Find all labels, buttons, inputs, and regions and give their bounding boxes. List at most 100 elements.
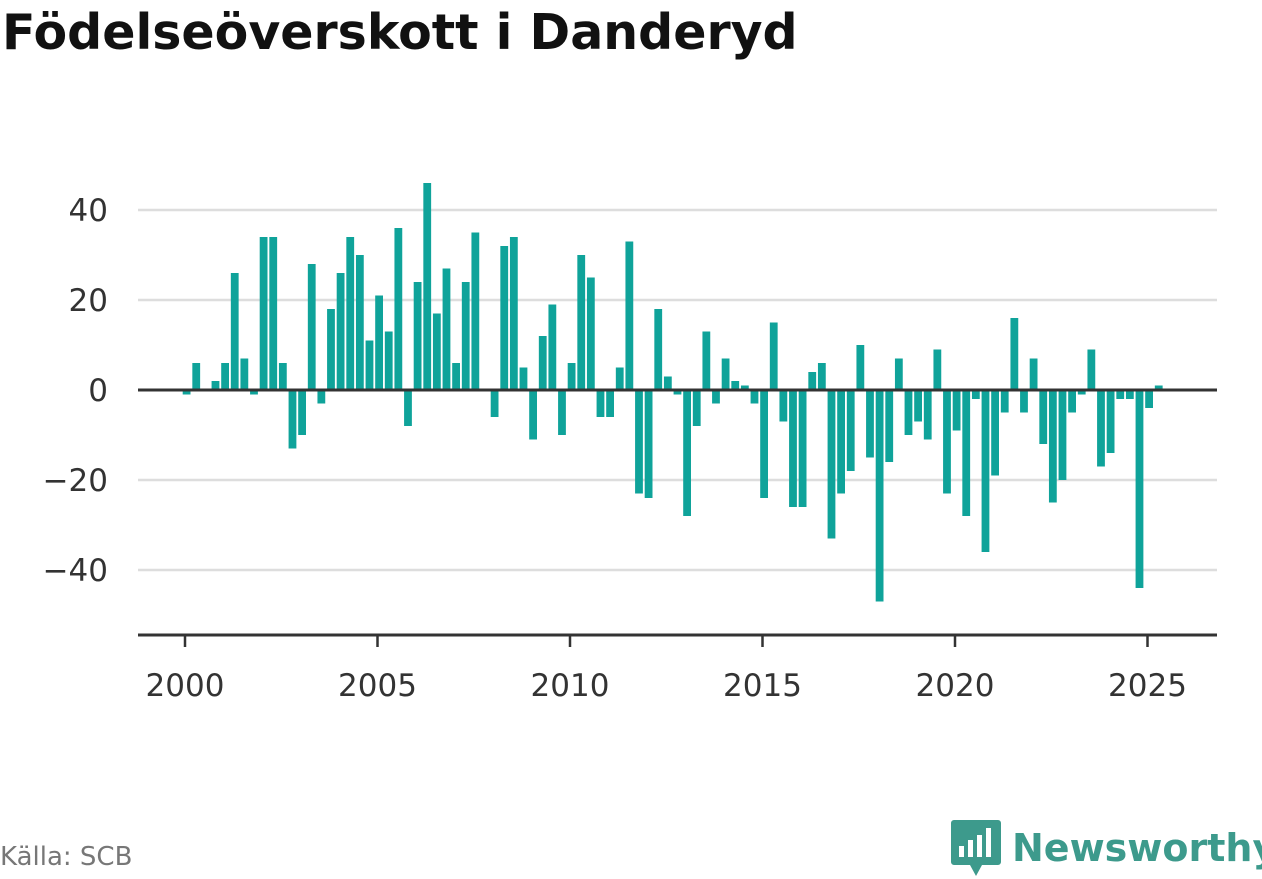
y-tick-label: 0	[88, 373, 108, 409]
x-axis-ticks: 2000 2005 2010 2015 2020 2025	[146, 635, 1187, 704]
x-tick-label: 2020	[916, 668, 995, 704]
bar	[904, 390, 913, 435]
bar	[885, 390, 894, 462]
bar	[307, 264, 316, 390]
bar	[721, 358, 730, 390]
source-note: Källa: SCB	[0, 842, 133, 872]
bar	[731, 381, 740, 390]
bar	[442, 268, 451, 390]
bar	[596, 390, 605, 417]
bar	[182, 390, 191, 395]
bar	[606, 390, 614, 417]
bar	[548, 304, 557, 390]
bar	[894, 358, 903, 390]
bar	[529, 390, 537, 440]
x-tick-label: 2015	[723, 668, 802, 704]
bar	[404, 390, 412, 426]
axes	[138, 388, 1217, 637]
bar	[567, 363, 576, 390]
bar	[327, 309, 335, 390]
bar	[346, 237, 355, 390]
bar	[269, 237, 278, 390]
bar	[615, 367, 624, 390]
bar	[692, 390, 701, 426]
bar	[259, 237, 268, 390]
bar	[298, 390, 306, 435]
bar	[509, 237, 518, 390]
x-tick-label: 2000	[146, 668, 225, 704]
bar	[635, 390, 643, 494]
bar	[866, 390, 874, 458]
bar	[278, 363, 287, 390]
brand-name: Newsworthy	[1012, 826, 1262, 870]
y-tick-label: 40	[69, 193, 108, 229]
bar	[817, 363, 826, 390]
bar	[827, 390, 836, 539]
bar	[914, 390, 922, 422]
bar	[846, 390, 855, 471]
bar	[1010, 318, 1019, 390]
bar	[500, 246, 509, 390]
grid-lines	[138, 208, 1217, 572]
bar	[923, 390, 932, 440]
bar	[394, 228, 403, 390]
bar	[519, 367, 528, 390]
bar	[538, 336, 547, 390]
bar	[288, 390, 297, 449]
bar	[452, 363, 460, 390]
bar	[413, 282, 422, 390]
bar	[1106, 390, 1115, 453]
bar	[1048, 390, 1057, 503]
bar	[1068, 390, 1076, 413]
chart-title: Födelseöverskott i Danderyd	[2, 4, 798, 61]
bar	[769, 322, 778, 390]
y-tick-label: −20	[43, 463, 108, 499]
bar	[856, 345, 865, 390]
bar	[943, 390, 951, 494]
bar	[760, 390, 768, 498]
bar	[558, 390, 566, 435]
bar	[1029, 358, 1038, 390]
bar	[644, 390, 653, 498]
bar	[683, 390, 691, 516]
bar	[577, 255, 586, 390]
bar	[962, 390, 971, 516]
bar	[211, 381, 220, 390]
x-tick-label: 2025	[1108, 668, 1187, 704]
bar	[808, 372, 817, 390]
bar	[375, 295, 383, 390]
y-tick-label: 20	[69, 283, 108, 319]
bar	[875, 390, 884, 602]
bar	[1116, 390, 1125, 399]
bar	[1020, 390, 1028, 413]
bar	[1077, 390, 1086, 395]
bar	[490, 390, 499, 417]
bar	[586, 277, 595, 390]
bar	[432, 313, 441, 390]
bar	[952, 390, 961, 431]
bars-group	[182, 183, 1163, 602]
bar	[1000, 390, 1009, 413]
bar	[712, 390, 720, 404]
bar	[240, 358, 249, 390]
bar	[991, 390, 999, 476]
bar	[654, 309, 663, 390]
bar	[779, 390, 788, 422]
bar	[663, 376, 672, 390]
bar	[317, 390, 326, 404]
newsworthy-logo[interactable]: Newsworthy	[950, 818, 1262, 878]
bar	[192, 363, 201, 390]
bar	[750, 390, 759, 404]
bar	[355, 255, 364, 390]
bar	[365, 340, 374, 390]
bar	[230, 273, 239, 390]
bar	[250, 390, 258, 395]
bar	[702, 331, 711, 390]
bar	[971, 390, 980, 399]
x-tick-label: 2010	[531, 668, 610, 704]
bar	[1135, 390, 1144, 588]
bar	[1087, 349, 1096, 390]
bar	[471, 232, 480, 390]
x-tick-label: 2005	[338, 668, 417, 704]
